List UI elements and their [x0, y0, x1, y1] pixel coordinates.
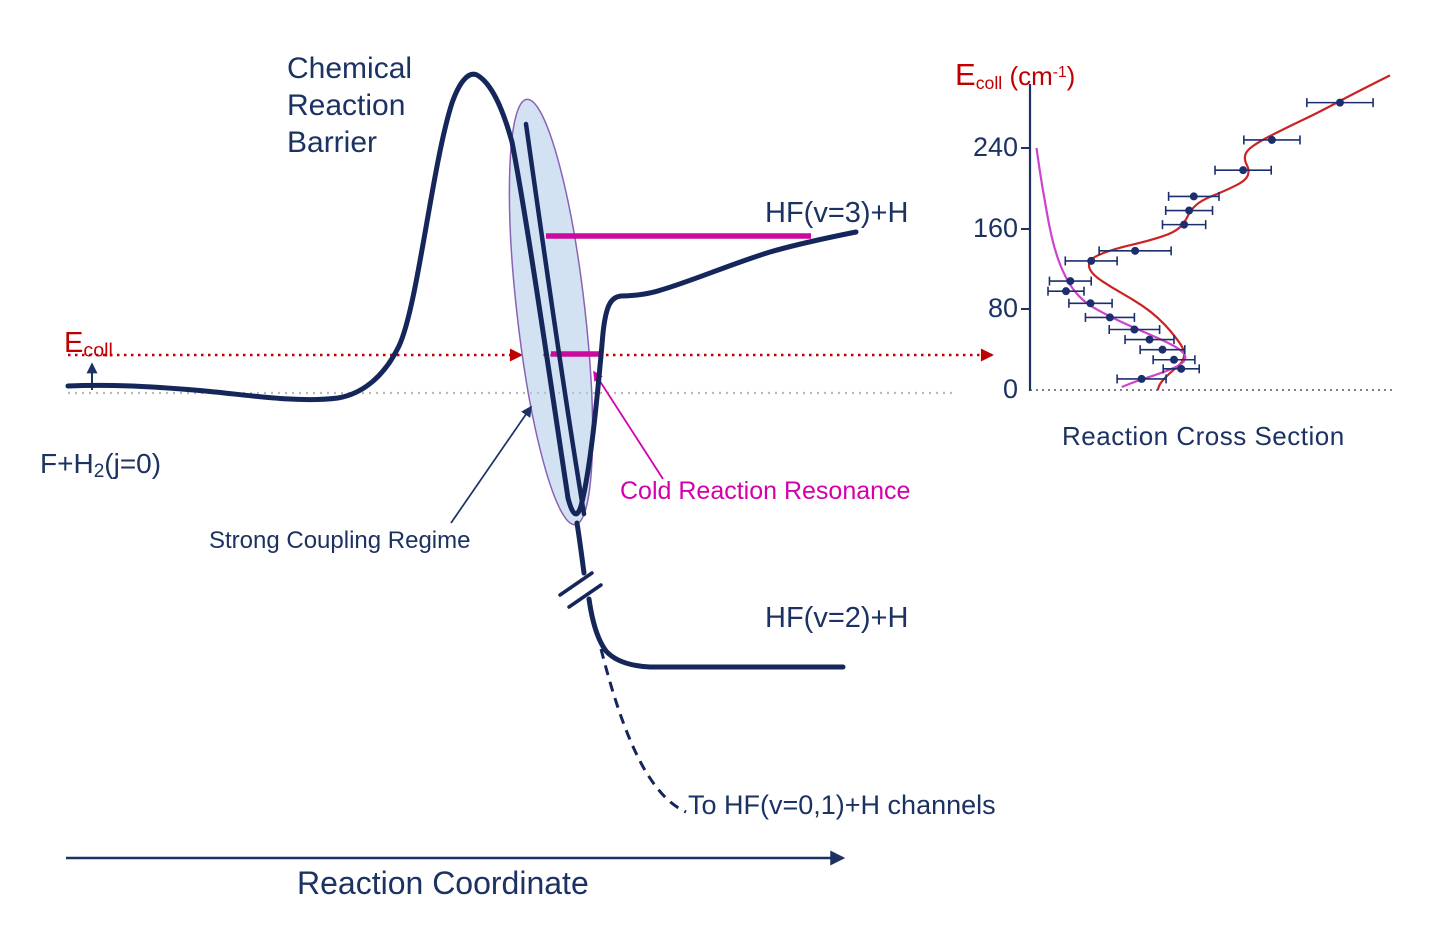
inset-title-unit-close: )	[1066, 61, 1076, 92]
inset-curves	[1035, 74, 1391, 391]
data-point	[1152, 355, 1196, 365]
data-point	[1108, 325, 1161, 334]
reactant-subscript: 2	[93, 460, 105, 482]
data-point	[1161, 220, 1207, 230]
ecoll-base: E	[64, 326, 84, 359]
reaction-coordinate-label: Reaction Coordinate	[297, 865, 589, 901]
inset-data-points	[1047, 98, 1374, 384]
data-point	[1084, 312, 1136, 322]
data-point	[1048, 276, 1092, 286]
inset-ytick-80: 80	[987, 293, 1018, 323]
inset-ytick-0: 0	[1002, 374, 1018, 404]
data-point	[1167, 191, 1220, 201]
reactant-post: (j=0)	[104, 447, 162, 479]
reactant-label: F+H2(j=0)	[40, 412, 161, 484]
cold-reaction-resonance-label: Cold Reaction Resonance	[620, 477, 911, 505]
dashed-channels-branch	[599, 648, 687, 814]
data-point	[1064, 256, 1118, 266]
inset-y-ticks	[1021, 147, 1030, 310]
ecoll-subscript: coll	[83, 339, 113, 362]
inset-ytick-160: 160	[972, 213, 1018, 243]
strong-coupling-regime-label: Strong Coupling Regime	[209, 527, 471, 554]
data-point	[1164, 206, 1214, 216]
inset-title-subscript: coll	[975, 73, 1003, 94]
data-point	[1068, 298, 1113, 308]
inset-title-unit-open: (cm	[1002, 61, 1053, 92]
axis-break	[558, 571, 603, 609]
data-point	[1243, 135, 1301, 145]
potential-energy-curve	[65, 71, 859, 517]
data-point	[1162, 364, 1200, 374]
data-point	[1306, 98, 1374, 108]
data-point	[1139, 345, 1186, 355]
reactant-pre: F+H	[40, 447, 94, 479]
hf-v2-branch-upper	[574, 520, 587, 576]
inset-title-base: E	[955, 57, 976, 93]
hf-v3-label: HF(v=3)+H	[765, 197, 909, 229]
chemical-reaction-barrier-label: Chemical Reaction Barrier	[287, 52, 413, 160]
data-point	[1098, 246, 1172, 256]
data-point	[1124, 335, 1175, 345]
hf-v2-label: HF(v=2)+H	[765, 602, 909, 634]
theory-curve-red	[1087, 74, 1391, 391]
strong-coupling-arrow	[450, 405, 532, 524]
inset-x-axis-label: Reaction Cross Section	[1062, 421, 1345, 451]
inset-title-superscript: -1	[1052, 64, 1067, 82]
data-point	[1047, 286, 1085, 296]
cold-resonance-pointer-line	[593, 370, 664, 480]
ecoll-label: Ecoll	[64, 290, 113, 363]
data-point	[1214, 165, 1272, 175]
inset-title: Ecoll (cm-1)	[955, 24, 1075, 95]
data-point	[1116, 374, 1167, 384]
inset-ytick-240: 240	[972, 132, 1018, 162]
coupling-parallel-line	[523, 121, 587, 517]
hf-v2-branch-lower	[586, 596, 846, 670]
to-channels-label: To HF(v=0,1)+H channels	[688, 790, 996, 820]
